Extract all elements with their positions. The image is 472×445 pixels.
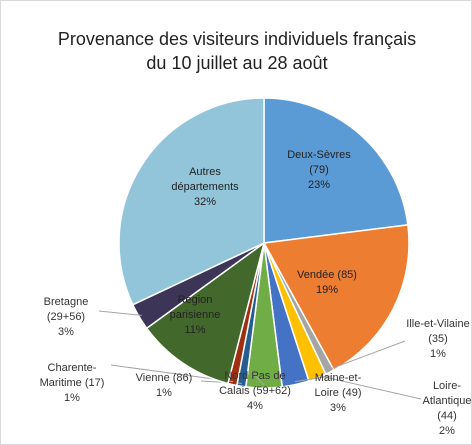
slice-label: Loire-Atlantique (44) 2%	[417, 379, 472, 439]
value-label: 11%	[184, 324, 206, 336]
pie-slice	[145, 241, 266, 385]
slice-label: Charente-Maritime (17) 1%	[27, 361, 117, 406]
slice-label: Ille-et-Vilaine (35) 1%	[405, 317, 471, 362]
value-label: 3%	[58, 326, 74, 338]
value-label: 3%	[330, 402, 346, 414]
pie-slice	[263, 97, 409, 244]
category-label: Autres départements	[171, 166, 239, 193]
category-label: Loire-Atlantique (44)	[422, 380, 472, 422]
category-label: Vendée (85)	[297, 269, 357, 281]
value-label: 1%	[430, 348, 446, 360]
slice-label: Autres départements 32%	[165, 165, 245, 210]
pie-slice	[118, 97, 265, 306]
chart-title: Provenance des visiteurs individuels fra…	[57, 29, 417, 73]
slice-label: Vendée (85) 19%	[291, 268, 363, 298]
slice-label: Vienne (86) 1%	[131, 371, 197, 401]
slice-label: Bretagne (29+56) 3%	[35, 295, 97, 340]
category-label: Deux-Sèvres (79)	[287, 149, 351, 176]
leader-line	[250, 370, 265, 386]
slice-label: Région parisienne 11%	[161, 293, 229, 338]
category-label: Vienne (86)	[135, 372, 193, 384]
value-label: 23%	[307, 179, 331, 191]
value-label: 4%	[247, 400, 263, 412]
value-label: 19%	[315, 284, 339, 296]
value-label: 32%	[193, 196, 217, 208]
category-label: Charente-Maritime (17)	[39, 362, 105, 389]
leader-line	[328, 340, 406, 371]
category-label: Nord Pas de Calais (59+62)	[219, 370, 291, 397]
category-label: Bretagne (29+56)	[43, 296, 89, 323]
category-label: Maine-et-Loire (49)	[314, 372, 362, 399]
value-label: 1%	[156, 387, 172, 399]
category-label: Région parisienne	[169, 294, 221, 321]
slice-label: Deux-Sèvres (79) 23%	[284, 148, 354, 193]
leader-line	[294, 375, 332, 383]
slice-label: Maine-et-Loire (49) 3%	[307, 371, 369, 416]
value-label: 2%	[439, 425, 455, 437]
value-label: 1%	[64, 392, 80, 404]
pie-slice	[262, 223, 410, 372]
leader-line	[98, 310, 142, 316]
slice-label: Nord Pas de Calais (59+62) 4%	[213, 369, 297, 414]
category-label: Ille-et-Vilaine (35)	[406, 318, 470, 345]
leader-line	[316, 374, 422, 400]
